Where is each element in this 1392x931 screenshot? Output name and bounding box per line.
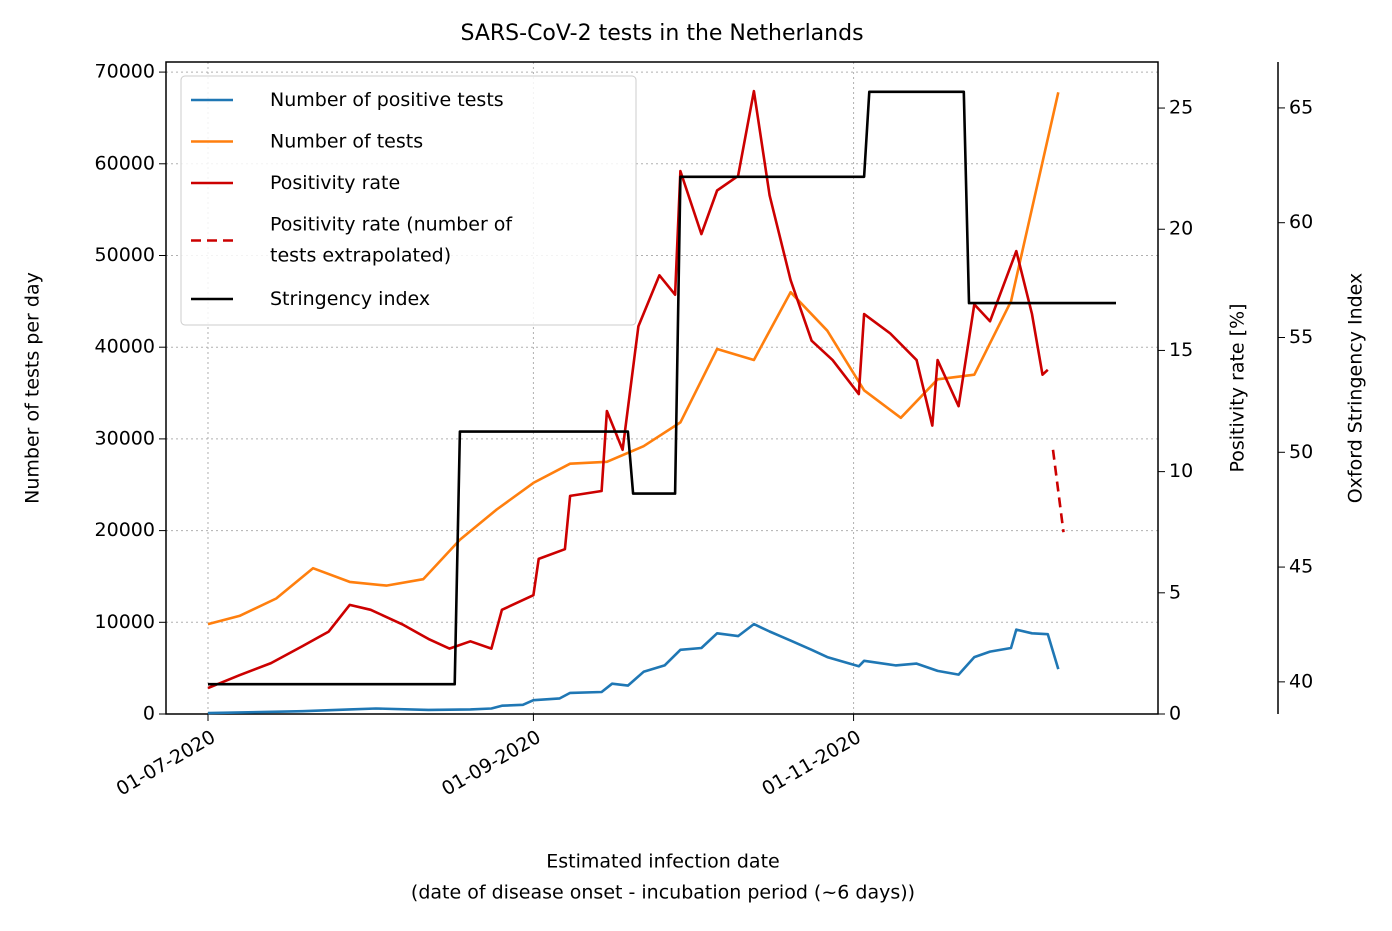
y-tick-label: 70000 xyxy=(95,61,155,83)
series-line xyxy=(207,89,1049,690)
y-axis-label: Number of tests per day xyxy=(22,272,44,504)
x-tick-label: 01-11-2020 xyxy=(758,726,865,800)
y3-tick-label: 55 xyxy=(1289,326,1313,348)
series-line xyxy=(207,92,1060,626)
x-tick-label: 01-07-2020 xyxy=(113,726,220,800)
y-tick-label: 10000 xyxy=(95,611,155,633)
series-line xyxy=(207,622,1060,715)
y-tick-label: 50000 xyxy=(95,244,155,266)
y3-tick-label: 65 xyxy=(1289,96,1313,118)
chart-title: SARS-CoV-2 tests in the Netherlands xyxy=(460,21,863,46)
x-tick-label: 01-09-2020 xyxy=(438,726,545,800)
y3-axis-label: Oxford Stringency Index xyxy=(1345,273,1367,504)
y-tick-label: 40000 xyxy=(95,336,155,358)
y3-tick-label: 45 xyxy=(1289,556,1313,578)
y2-tick-label: 0 xyxy=(1169,703,1181,725)
y2-tick-label: 10 xyxy=(1169,460,1193,482)
legend-label: Positivity rate xyxy=(270,172,400,194)
series-line xyxy=(1051,449,1065,533)
y-tick-label: 60000 xyxy=(95,152,155,174)
y2-tick-label: 20 xyxy=(1169,218,1193,240)
y2-axis-label: Positivity rate [%] xyxy=(1227,303,1249,472)
legend-box xyxy=(180,75,637,326)
legend: Number of positive tests Number of tests P… xyxy=(180,75,637,326)
legend-label: Number of positive tests xyxy=(270,89,504,111)
y2-tick-label: 25 xyxy=(1169,97,1193,119)
y-tick-label: 30000 xyxy=(95,427,155,449)
legend-label: Stringency index xyxy=(270,288,430,310)
plot-frame xyxy=(165,61,1159,715)
y-tick-label: 0 xyxy=(143,703,155,725)
x-axis-label: Estimated infection date xyxy=(546,851,779,873)
y3-tick-label: 40 xyxy=(1289,670,1313,692)
series-line xyxy=(208,90,1116,686)
y2-tick-label: 5 xyxy=(1169,581,1181,603)
y3-tick-label: 50 xyxy=(1289,441,1313,463)
y-tick-label: 20000 xyxy=(95,519,155,541)
legend-label: Positivity rate (number of tests extrapol… xyxy=(270,213,513,266)
y2-tick-label: 15 xyxy=(1169,339,1193,361)
legend-label: Number of tests xyxy=(270,130,423,152)
x-axis-label: (date of disease onset - incubation peri… xyxy=(411,882,915,904)
y3-tick-label: 60 xyxy=(1289,211,1313,233)
